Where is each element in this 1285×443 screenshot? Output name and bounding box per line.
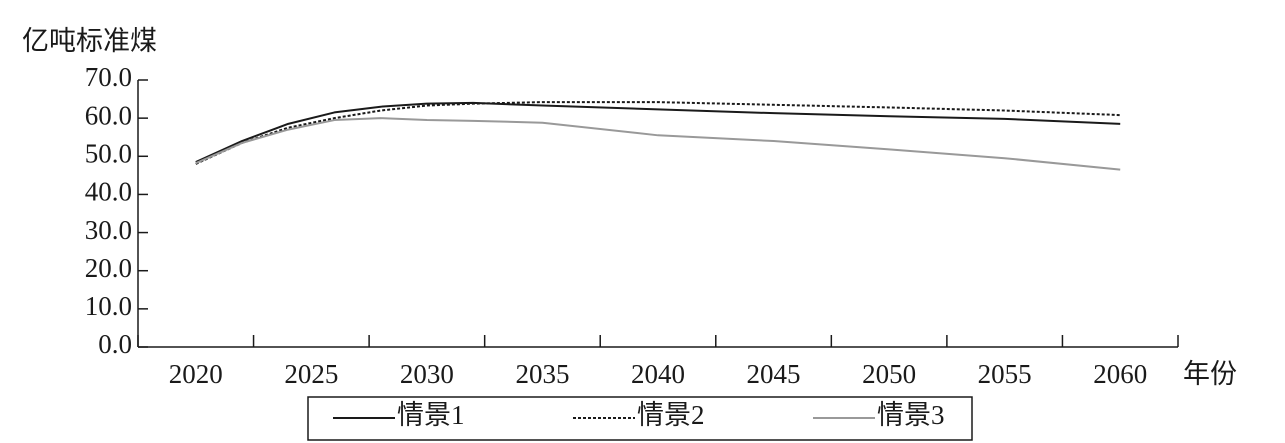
y-tick-label: 30.0 (85, 215, 132, 245)
y-tick-label: 50.0 (85, 138, 132, 168)
legend-label: 情景2 (637, 400, 705, 430)
y-tick-label: 40.0 (85, 177, 132, 207)
legend-box (307, 396, 973, 441)
x-tick-label: 2025 (284, 359, 338, 389)
y-tick-label: 60.0 (85, 100, 132, 130)
series-line (195, 117, 1121, 171)
x-tick-label: 2040 (631, 359, 685, 389)
y-tick-label: 70.0 (85, 62, 132, 92)
x-tick-label: 2020 (169, 359, 223, 389)
legend-label: 情景1 (397, 400, 465, 430)
x-tick-label: 2060 (1093, 359, 1147, 389)
x-axis-label: 年份 (1183, 359, 1237, 389)
y-tick-label: 10.0 (85, 291, 132, 321)
x-tick-label: 2050 (862, 359, 916, 389)
series-line (195, 101, 1121, 163)
x-tick-label: 2030 (400, 359, 454, 389)
y-axis-label: 亿吨标准煤 (22, 26, 157, 56)
y-tick-label: 0.0 (98, 329, 132, 359)
x-tick-label: 2055 (978, 359, 1032, 389)
y-tick-label: 20.0 (85, 253, 132, 283)
series-line (195, 101, 1121, 165)
x-tick-label: 2035 (515, 359, 569, 389)
x-tick-label: 2045 (747, 359, 801, 389)
legend-label: 情景3 (877, 400, 945, 430)
